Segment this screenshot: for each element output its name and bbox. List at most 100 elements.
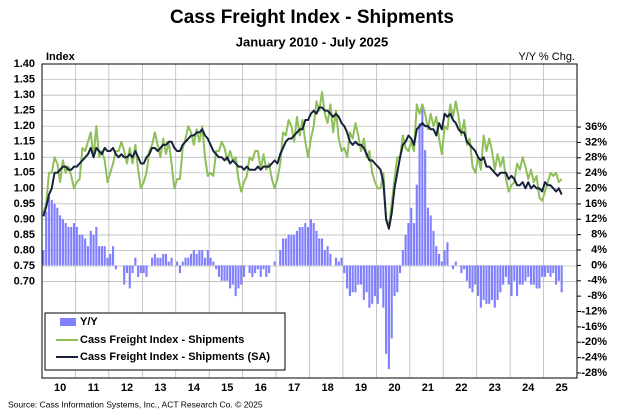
bar xyxy=(379,265,382,289)
y-tick-label: 0.80 xyxy=(14,244,35,256)
bar xyxy=(64,223,67,266)
bar xyxy=(334,257,338,266)
bar xyxy=(209,257,212,266)
bar xyxy=(242,265,246,277)
bar xyxy=(412,223,416,266)
y-tick-label: 0.85 xyxy=(14,229,35,241)
bar xyxy=(287,234,290,266)
y2-tick-label: -8% xyxy=(587,290,607,302)
bar xyxy=(373,265,377,297)
bar xyxy=(318,238,321,266)
y-tick-label: 1.10 xyxy=(14,151,35,163)
y2-tick-label: 28% xyxy=(585,152,607,164)
bar xyxy=(301,226,304,266)
bar xyxy=(521,265,524,285)
bar xyxy=(401,250,404,266)
bar xyxy=(343,265,346,274)
y-tick-label: 1.30 xyxy=(14,89,35,101)
y-tick-label: 0.95 xyxy=(14,198,35,210)
bar xyxy=(385,265,388,354)
bar xyxy=(265,265,268,277)
bar xyxy=(125,265,129,274)
bar xyxy=(281,238,285,266)
bar xyxy=(524,265,527,281)
bar xyxy=(78,234,81,266)
line xyxy=(42,106,563,230)
y2-tick-label: -12% xyxy=(581,305,607,317)
bar xyxy=(549,265,552,277)
bar xyxy=(541,265,544,277)
bar xyxy=(477,265,480,297)
bar xyxy=(348,265,351,297)
bar xyxy=(201,250,204,266)
bar xyxy=(181,261,184,266)
bar xyxy=(438,253,441,266)
y2-tick-label: 36% xyxy=(585,121,607,133)
bar xyxy=(89,230,92,266)
bar xyxy=(106,257,109,266)
bar xyxy=(262,265,265,270)
x-tick-label: 23 xyxy=(489,382,501,394)
legend-label: Y/Y xyxy=(80,316,98,328)
bar xyxy=(159,257,162,266)
line xyxy=(42,90,563,227)
y-tick-label: 1.25 xyxy=(14,105,35,117)
y2-tick-label: 8% xyxy=(591,229,607,241)
bar xyxy=(446,242,449,266)
bar xyxy=(460,265,463,274)
y2-tick-label: -4% xyxy=(587,275,607,287)
bar xyxy=(59,215,62,266)
bar xyxy=(256,265,260,270)
bar xyxy=(92,234,95,266)
bar xyxy=(217,265,220,277)
y-axis-label: Index xyxy=(46,51,76,63)
x-tick-label: 20 xyxy=(388,382,400,394)
bar xyxy=(357,265,360,285)
bar xyxy=(346,265,349,289)
y2-tick-label: -20% xyxy=(581,336,607,348)
bar xyxy=(359,265,363,285)
bar xyxy=(95,226,98,266)
bar xyxy=(432,230,435,266)
bar xyxy=(479,265,482,308)
bar xyxy=(485,265,488,304)
bar xyxy=(382,265,385,308)
bar xyxy=(451,265,455,270)
x-tick-label: 15 xyxy=(221,382,233,394)
bar xyxy=(284,238,287,266)
bar xyxy=(340,257,343,266)
x-tick-label: 10 xyxy=(54,382,66,394)
bar xyxy=(298,226,301,266)
bar xyxy=(195,253,198,266)
y2-tick-label: -28% xyxy=(581,367,607,379)
bar xyxy=(552,265,555,274)
bar xyxy=(61,219,64,266)
bar xyxy=(518,265,521,285)
bar xyxy=(315,230,318,266)
bar xyxy=(215,265,218,270)
bar xyxy=(240,265,243,285)
bar xyxy=(170,257,173,266)
bar xyxy=(304,223,307,266)
bar xyxy=(237,265,240,289)
bar xyxy=(53,203,56,266)
bar xyxy=(231,265,234,285)
bar xyxy=(482,265,485,300)
bar xyxy=(555,265,558,285)
bar xyxy=(103,246,106,266)
bar xyxy=(560,265,563,293)
bar xyxy=(329,253,332,266)
bar xyxy=(557,265,560,281)
bar xyxy=(190,253,193,266)
bar xyxy=(393,265,396,297)
y-tick-label: 1.00 xyxy=(14,182,35,194)
bar xyxy=(229,265,232,289)
bar xyxy=(493,265,496,308)
y2-tick-label: -16% xyxy=(581,321,607,333)
bar xyxy=(404,234,407,266)
bar xyxy=(454,261,457,266)
bar xyxy=(81,234,84,266)
bar xyxy=(109,253,112,266)
bar xyxy=(75,226,78,266)
